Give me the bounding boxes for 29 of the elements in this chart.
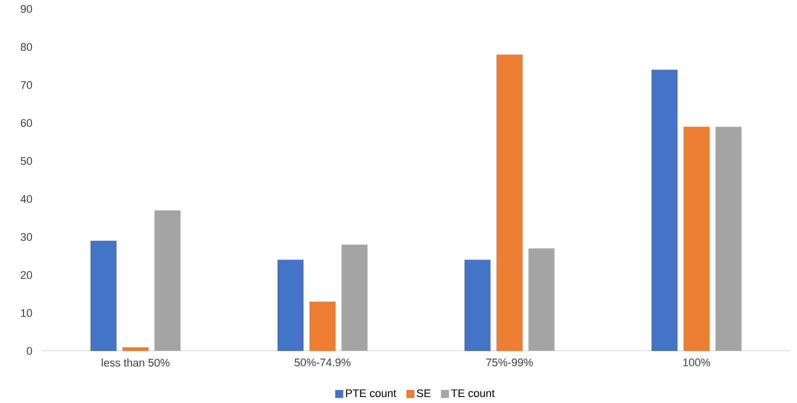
y-tick-label: 60 xyxy=(20,119,32,128)
y-tick-label: 50 xyxy=(20,157,32,166)
bar xyxy=(684,127,710,352)
y-tick-label: 40 xyxy=(20,195,32,204)
y-tick-label: 70 xyxy=(20,81,32,90)
bar xyxy=(716,127,742,352)
y-tick-label: 20 xyxy=(20,271,32,280)
legend-label: PTE count xyxy=(346,390,396,398)
bar xyxy=(342,244,368,352)
y-tick-label: 10 xyxy=(21,309,32,318)
bar xyxy=(154,210,180,352)
x-tick-label: 75%-99% xyxy=(486,358,533,367)
y-tick-label: 80 xyxy=(20,43,32,52)
bar xyxy=(528,248,554,352)
legend-label: SE xyxy=(416,390,430,398)
legend-label: TE count xyxy=(451,390,495,398)
x-tick-label: less than 50% xyxy=(102,358,170,367)
y-tick-label: 0 xyxy=(26,347,32,356)
bar xyxy=(496,54,523,352)
bar xyxy=(122,347,149,352)
x-tick-label: 100% xyxy=(683,358,710,367)
bar xyxy=(464,260,491,352)
bar xyxy=(278,260,304,352)
bar xyxy=(652,70,678,352)
y-tick-label: 90 xyxy=(20,5,32,14)
bar xyxy=(310,302,336,352)
x-tick-label: 50%-74.9% xyxy=(294,358,350,367)
y-tick-label: 30 xyxy=(20,233,32,242)
bar xyxy=(90,241,117,352)
